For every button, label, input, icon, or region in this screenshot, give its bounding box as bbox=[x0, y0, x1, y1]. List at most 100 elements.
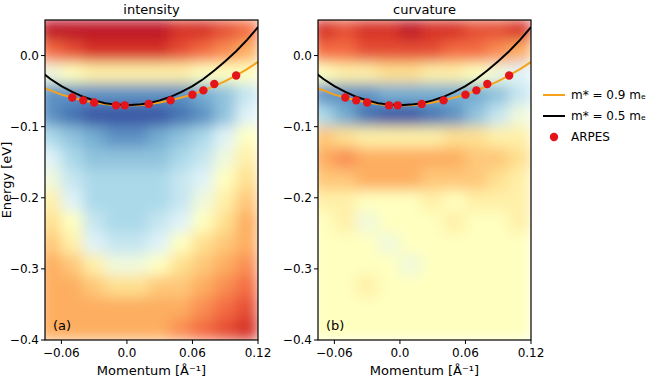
panel-letter: (b) bbox=[326, 318, 344, 333]
heatmap-cell bbox=[399, 62, 422, 84]
heatmap-cell bbox=[45, 212, 62, 234]
arpes-point bbox=[210, 80, 218, 88]
heatmap-cell bbox=[148, 20, 171, 42]
heatmap-cell bbox=[465, 297, 488, 319]
heatmap-cell bbox=[45, 297, 62, 319]
axes-frame bbox=[318, 20, 531, 340]
heatmap-cell bbox=[378, 190, 401, 212]
heatmap-cell bbox=[61, 169, 84, 191]
heatmap-cell bbox=[378, 62, 401, 84]
heatmap-cell bbox=[399, 148, 422, 170]
heatmap-cell bbox=[236, 169, 258, 191]
heatmap-cell bbox=[378, 126, 401, 148]
heatmap-cell bbox=[45, 148, 62, 170]
heatmap-cell bbox=[148, 126, 171, 148]
model-curve bbox=[318, 62, 531, 105]
heatmap-cell bbox=[170, 126, 193, 148]
heatmap-cell bbox=[214, 20, 237, 42]
heatmap-cell bbox=[378, 148, 401, 170]
heatmap-cell bbox=[83, 20, 106, 42]
heatmap-cell bbox=[236, 41, 258, 63]
heatmap-cell bbox=[61, 276, 84, 298]
heatmap-cell bbox=[126, 105, 149, 127]
heatmap-cell bbox=[105, 62, 128, 84]
plot-area bbox=[318, 20, 531, 340]
heatmap-cell bbox=[334, 276, 357, 298]
y-tick bbox=[41, 126, 45, 127]
arpes-point bbox=[363, 98, 371, 106]
arpes-point bbox=[121, 101, 129, 109]
heatmap-cell bbox=[465, 20, 488, 42]
y-tick-label: 0.0 bbox=[20, 49, 39, 63]
heatmap-cell bbox=[105, 169, 128, 191]
heatmap-cell bbox=[61, 297, 84, 319]
y-tick bbox=[314, 340, 318, 341]
heatmap-cell bbox=[83, 318, 106, 340]
arpes-point bbox=[199, 86, 207, 94]
heatmap-cell bbox=[509, 254, 531, 276]
y-tick bbox=[41, 340, 45, 341]
heatmap-cell bbox=[83, 190, 106, 212]
heatmap-cell bbox=[83, 233, 106, 255]
heatmap-cell bbox=[192, 126, 215, 148]
heatmap-cell bbox=[465, 318, 488, 340]
legend-swatch bbox=[543, 94, 565, 96]
heatmap-cell bbox=[443, 105, 466, 127]
legend-swatch bbox=[543, 115, 565, 117]
y-tick-label: −0.4 bbox=[283, 333, 312, 347]
heatmap-cell bbox=[465, 169, 488, 191]
heatmap-cell bbox=[236, 212, 258, 234]
heatmap-cell bbox=[170, 148, 193, 170]
heatmap-cell bbox=[465, 148, 488, 170]
heatmap-cell bbox=[356, 126, 379, 148]
heatmap-cell bbox=[318, 297, 335, 319]
heatmap-cell bbox=[356, 276, 379, 298]
heatmap-cell bbox=[334, 233, 357, 255]
heatmap-cell bbox=[192, 318, 215, 340]
heatmap-cell bbox=[443, 62, 466, 84]
heatmap-cell bbox=[378, 254, 401, 276]
heatmap-cell bbox=[192, 254, 215, 276]
heatmap-cell bbox=[126, 148, 149, 170]
heatmap-cell bbox=[83, 297, 106, 319]
heatmap-cell bbox=[356, 190, 379, 212]
arpes-point bbox=[418, 100, 426, 108]
y-tick bbox=[314, 126, 318, 127]
heatmap-cell bbox=[236, 254, 258, 276]
heatmap-cell bbox=[421, 318, 444, 340]
heatmap-cell bbox=[399, 126, 422, 148]
arpes-point bbox=[145, 100, 153, 108]
heatmap-cell bbox=[399, 105, 422, 127]
x-tick-label: 0.12 bbox=[518, 346, 545, 360]
heatmap-cell bbox=[126, 20, 149, 42]
arpes-point bbox=[483, 80, 491, 88]
x-tick-label: 0.12 bbox=[245, 346, 272, 360]
arpes-point bbox=[394, 101, 402, 109]
heatmap-cell bbox=[443, 297, 466, 319]
heatmap-cell bbox=[356, 212, 379, 234]
model-curve bbox=[45, 27, 258, 105]
heatmap-cell bbox=[509, 126, 531, 148]
heatmap-cell bbox=[443, 148, 466, 170]
heatmap-cell bbox=[334, 20, 357, 42]
heatmap-cell bbox=[170, 212, 193, 234]
heatmap-cell bbox=[378, 169, 401, 191]
x-tick bbox=[531, 340, 532, 344]
arpes-point bbox=[68, 93, 76, 101]
heatmap-cell bbox=[421, 41, 444, 63]
x-tick-label: −0.06 bbox=[316, 346, 353, 360]
heatmap-cell bbox=[61, 41, 84, 63]
heatmap-cell bbox=[421, 105, 444, 127]
heatmap-cell bbox=[192, 169, 215, 191]
x-tick bbox=[192, 340, 193, 344]
heatmap-cell bbox=[236, 105, 258, 127]
heatmap-cell bbox=[83, 148, 106, 170]
heatmap-cell bbox=[443, 126, 466, 148]
heatmap-cell bbox=[148, 254, 171, 276]
panel-letter: (a) bbox=[53, 318, 71, 333]
heatmap-cell bbox=[487, 105, 510, 127]
heatmap-cell bbox=[465, 105, 488, 127]
heatmap-cell bbox=[170, 233, 193, 255]
heatmap-cell bbox=[509, 84, 531, 106]
heatmap-cell bbox=[465, 276, 488, 298]
